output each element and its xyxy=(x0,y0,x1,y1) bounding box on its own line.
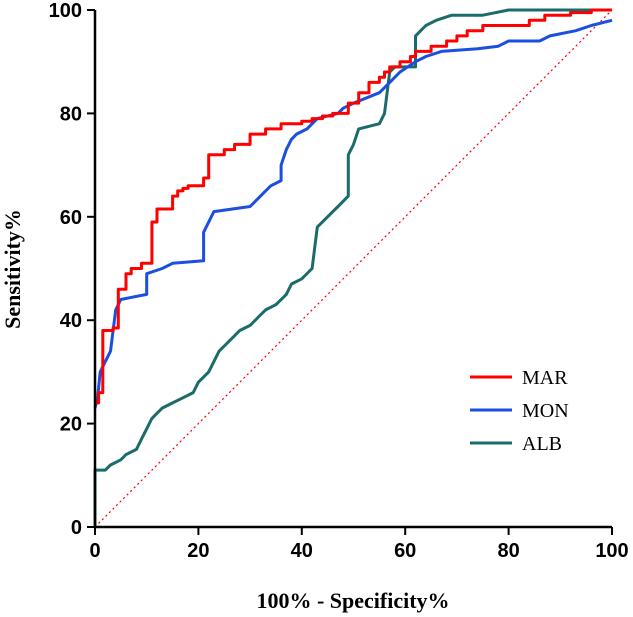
x-axis-title: 100% - Specificity% xyxy=(256,588,449,613)
legend-label-mon: MON xyxy=(522,400,569,422)
x-tick-label: 40 xyxy=(291,540,313,562)
series-line-mon xyxy=(93,18,613,409)
y-axis-title: Sensitivity% xyxy=(0,209,25,329)
x-tick-label: 80 xyxy=(497,540,519,562)
legend-label-mar: MAR xyxy=(522,367,568,389)
y-ticks: 0 20 40 60 80 100 xyxy=(49,0,95,539)
y-tick-label: 40 xyxy=(60,310,82,332)
x-tick-label: 100 xyxy=(595,540,628,562)
series-line-mar xyxy=(95,8,612,405)
series-line-alb xyxy=(93,8,612,527)
y-tick-label: 60 xyxy=(60,207,82,229)
y-tick-label: 100 xyxy=(49,0,82,22)
legend-label-alb: ALB xyxy=(522,433,562,455)
y-tick-label: 20 xyxy=(60,414,82,436)
x-tick-label: 20 xyxy=(187,540,209,562)
x-tick-label: 0 xyxy=(89,540,100,562)
x-tick-label: 60 xyxy=(394,540,416,562)
plot-area xyxy=(93,8,613,528)
reference-diagonal-line xyxy=(94,9,613,528)
y-tick-label: 0 xyxy=(71,517,82,539)
x-ticks: 0 20 40 60 80 100 xyxy=(89,527,629,562)
y-tick-label: 80 xyxy=(60,103,82,125)
legend: MAR MON ALB xyxy=(470,367,569,455)
